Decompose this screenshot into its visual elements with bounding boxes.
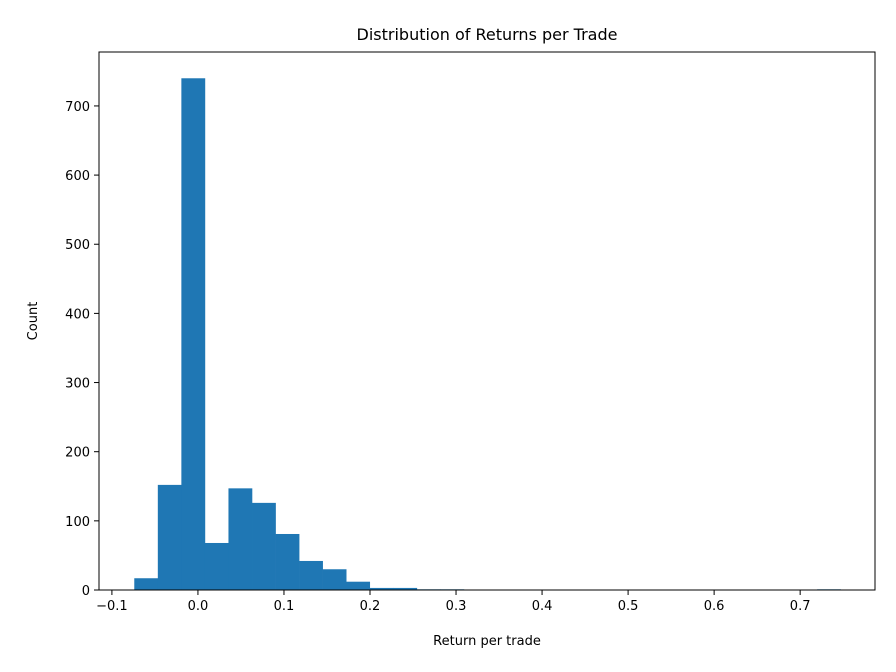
y-tick-label: 300 (65, 377, 90, 392)
x-tick-label: 0.5 (618, 599, 639, 614)
histogram-bar (275, 533, 300, 590)
histogram-bar (369, 587, 394, 590)
x-tick-label: 0.0 (188, 599, 209, 614)
x-tick-label: 0.2 (360, 599, 381, 614)
y-axis-label: Count (26, 302, 41, 341)
histogram-bar (252, 502, 276, 590)
chart-title: Distribution of Returns per Trade (357, 25, 618, 44)
histogram-bar (228, 488, 253, 590)
y-tick-label: 700 (65, 100, 90, 115)
y-tick-label: 600 (65, 169, 90, 184)
histogram-bar (322, 569, 347, 590)
x-axis-label: Return per trade (433, 634, 541, 649)
x-tick-label: 0.6 (704, 599, 725, 614)
plot-frame (98, 51, 876, 591)
histogram-bar (346, 581, 371, 590)
histogram-bar (393, 587, 418, 590)
x-tick-label: 0.7 (790, 599, 811, 614)
x-tick-label: 0.4 (532, 599, 553, 614)
y-tick-label: 100 (65, 515, 90, 530)
y-tick-label: 200 (65, 446, 90, 461)
histogram-bar (134, 578, 159, 590)
histogram-bar (204, 542, 229, 590)
y-tick-label: 400 (65, 307, 90, 322)
histogram-bar (299, 560, 323, 590)
y-tick-label: 500 (65, 238, 90, 253)
histogram-bar (181, 78, 206, 590)
x-tick-label: 0.1 (274, 599, 295, 614)
x-tick-label: −0.1 (96, 599, 128, 614)
x-tick-label: 0.3 (446, 599, 467, 614)
histogram-bar (157, 484, 182, 590)
y-tick-label: 0 (82, 584, 90, 599)
